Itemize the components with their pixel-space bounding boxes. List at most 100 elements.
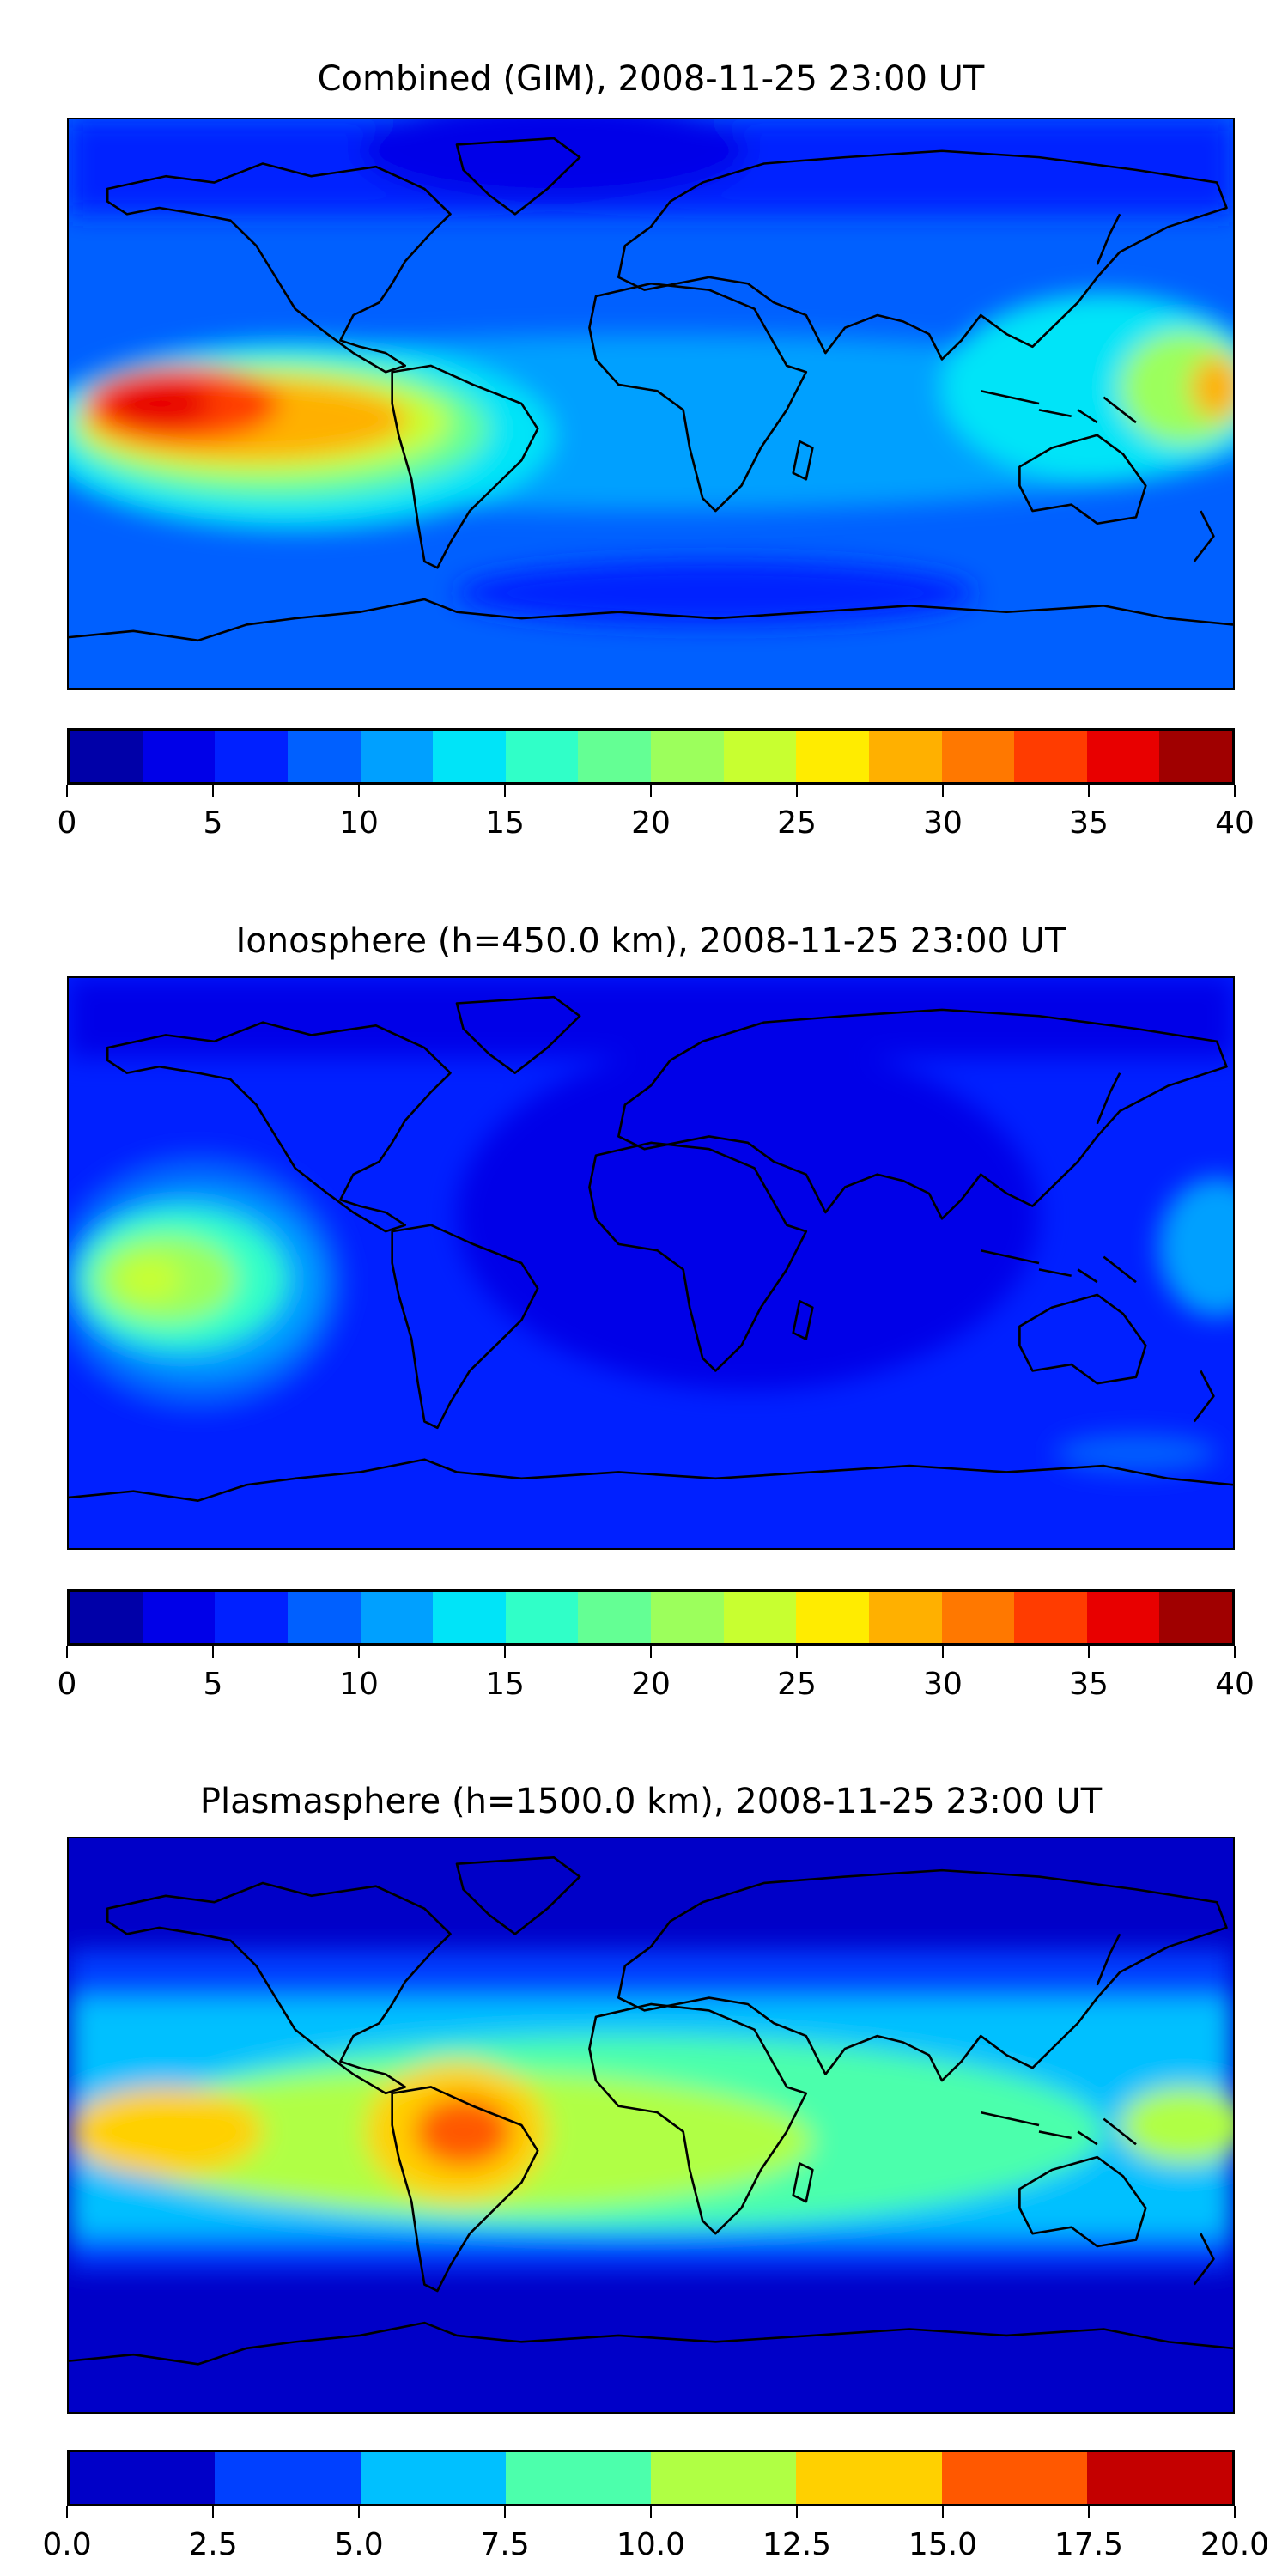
colorbar-tick (66, 1646, 68, 1658)
colorbar-tick (1088, 2506, 1090, 2518)
colorbar-segment (1086, 731, 1160, 782)
colorbar-segment (215, 1592, 288, 1643)
panel-1-title: Combined (GIM), 2008-11-25 23:00 UT (317, 59, 985, 99)
colorbar-tick-label: 12.5 (762, 2527, 832, 2562)
colorbar-tick-label: 17.5 (1054, 2527, 1124, 2562)
colorbar-segment (651, 1592, 724, 1643)
colorbar-tick-label: 0 (57, 805, 77, 841)
panel-2-title: Ionosphere (h=450.0 km), 2008-11-25 23:0… (235, 921, 1066, 961)
panel-1-colorbar-ticks: 0 5 10 15 20 25 30 35 40 (58, 785, 1255, 854)
colorbar-tick-label: 5 (203, 805, 223, 841)
colorbar-tick-label: 30 (923, 1667, 963, 1702)
panel-2-colorbar-ticks: 0 5 10 15 20 25 30 35 40 (58, 1646, 1255, 1715)
colorbar-segment (651, 2452, 797, 2504)
colorbar-tick-label: 5.0 (334, 2527, 384, 2562)
colorbar-tick-label: 10 (339, 805, 379, 841)
colorbar-segment (651, 731, 724, 782)
colorbar-segment (360, 731, 434, 782)
panel-2-map (67, 976, 1235, 1550)
colorbar-tick (1088, 1646, 1090, 1658)
colorbar-tick (650, 1646, 652, 1658)
colorbar-segment (796, 1592, 869, 1643)
colorbar-segment (1086, 1592, 1160, 1643)
colorbar-segment (433, 731, 506, 782)
colorbar-segment (215, 2452, 361, 2504)
colorbar-segment (941, 1592, 1015, 1643)
panel-3-map (67, 1837, 1235, 2414)
colorbar-tick-label: 35 (1069, 805, 1109, 841)
colorbar-tick-label: 0 (57, 1667, 77, 1702)
colorbar-segment (505, 1592, 579, 1643)
colorbar-tick-label: 10 (339, 1667, 379, 1702)
colorbar-segment (360, 1592, 434, 1643)
colorbar-segment (796, 731, 869, 782)
colorbar-tick-label: 25 (777, 1667, 817, 1702)
colorbar-segment (723, 731, 797, 782)
colorbar-tick (942, 1646, 944, 1658)
colorbar-tick (212, 2506, 214, 2518)
colorbar-segment (1014, 1592, 1087, 1643)
colorbar-segment (287, 1592, 361, 1643)
colorbar-segment (941, 2452, 1087, 2504)
colorbar-tick (942, 785, 944, 797)
panel-2-colorbar (67, 1589, 1235, 1646)
colorbar-segment (578, 1592, 651, 1643)
colorbar-segment (941, 731, 1015, 782)
colorbar-tick-label: 20.0 (1200, 2527, 1270, 2562)
colorbar-segment (578, 731, 651, 782)
colorbar-segment (142, 1592, 216, 1643)
colorbar-tick (504, 2506, 506, 2518)
colorbar-tick-label: 7.5 (480, 2527, 530, 2562)
colorbar-segment (796, 2452, 942, 2504)
colorbar-segment (1086, 2452, 1232, 2504)
colorbar-segment (142, 731, 216, 782)
colorbar-tick-label: 30 (923, 805, 963, 841)
colorbar-segment (215, 731, 288, 782)
colorbar-tick (1234, 785, 1236, 797)
panel-3-colorbar-ticks: 0.0 2.5 5.0 7.5 10.0 12.5 15.0 17.5 20.0 (42, 2506, 1269, 2575)
colorbar-tick (504, 1646, 506, 1658)
colorbar-segment (1014, 731, 1087, 782)
colorbar-tick-label: 5 (203, 1667, 223, 1702)
colorbar-tick (358, 785, 360, 797)
colorbar-tick-label: 20 (631, 1667, 671, 1702)
colorbar-tick-label: 15 (485, 805, 525, 841)
colorbar-segment (723, 1592, 797, 1643)
colorbar-tick (1234, 1646, 1236, 1658)
colorbar-tick-label: 0.0 (42, 2527, 92, 2562)
colorbar-segment (868, 1592, 942, 1643)
colorbar-tick-label: 15 (485, 1667, 525, 1702)
panel-3-title: Plasmasphere (h=1500.0 km), 2008-11-25 2… (199, 1782, 1103, 1821)
colorbar-segment (868, 731, 942, 782)
colorbar-tick-label: 40 (1215, 1667, 1255, 1702)
colorbar-tick (796, 1646, 798, 1658)
colorbar-tick (504, 785, 506, 797)
colorbar-segment (70, 2452, 216, 2504)
colorbar-tick (650, 785, 652, 797)
panel-3-colorbar (67, 2450, 1235, 2506)
colorbar-tick (650, 2506, 652, 2518)
colorbar-tick (358, 2506, 360, 2518)
colorbar-tick (1234, 2506, 1236, 2518)
colorbar-tick-label: 20 (631, 805, 671, 841)
colorbar-tick-label: 25 (777, 805, 817, 841)
colorbar-tick (796, 2506, 798, 2518)
colorbar-tick (66, 785, 68, 797)
colorbar-tick (358, 1646, 360, 1658)
colorbar-segment (505, 731, 579, 782)
colorbar-segment (70, 1592, 143, 1643)
colorbar-tick (66, 2506, 68, 2518)
colorbar-tick-label: 15.0 (908, 2527, 978, 2562)
colorbar-tick-label: 2.5 (188, 2527, 238, 2562)
panel-1-map (67, 118, 1235, 690)
colorbar-tick (1088, 785, 1090, 797)
colorbar-segment (70, 731, 143, 782)
colorbar-segment (1159, 1592, 1232, 1643)
colorbar-tick (212, 785, 214, 797)
colorbar-segment (433, 1592, 506, 1643)
colorbar-segment (505, 2452, 651, 2504)
colorbar-segment (360, 2452, 506, 2504)
colorbar-tick (942, 2506, 944, 2518)
colorbar-tick-label: 40 (1215, 805, 1255, 841)
colorbar-segment (287, 731, 361, 782)
